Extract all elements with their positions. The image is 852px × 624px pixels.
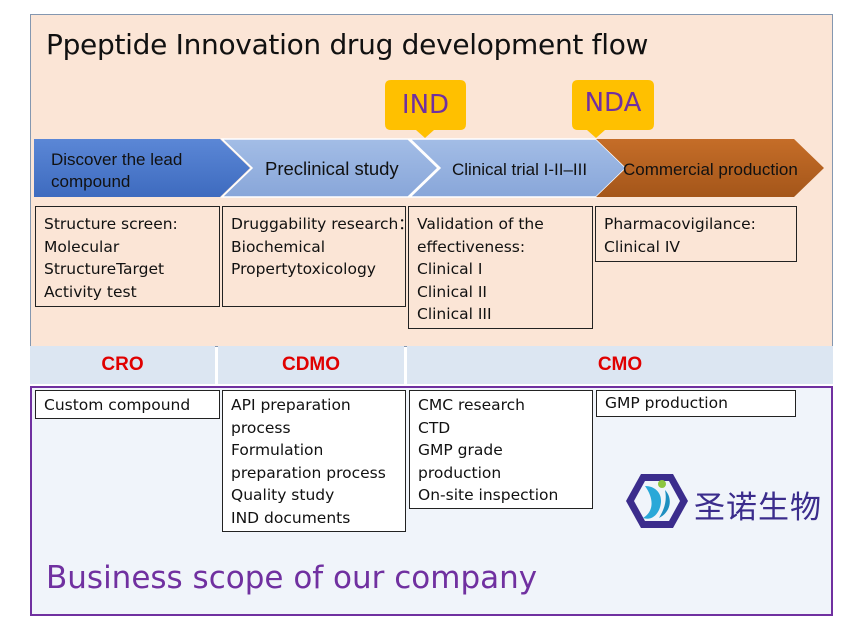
box-line: effectiveness: bbox=[417, 237, 526, 256]
company-logo-text: 圣诺生物 bbox=[694, 490, 822, 526]
box-line: Molecular bbox=[44, 237, 120, 256]
ind-callout: IND bbox=[385, 80, 466, 138]
service-box-cmo: CMC research CTD GMP grade production On… bbox=[409, 390, 593, 509]
box-line: Formulation bbox=[231, 441, 324, 459]
box-line: API preparation bbox=[231, 396, 351, 414]
box-line: GMP production bbox=[605, 394, 728, 412]
box-line: CMC research bbox=[418, 396, 526, 414]
service-box-cdmo: API preparation process Formulation prep… bbox=[222, 390, 406, 532]
box-line: On-site inspection bbox=[418, 486, 559, 504]
stage-label-clinical: Clinical trial I-II–III bbox=[452, 160, 588, 179]
segment-cdmo: CDMO bbox=[218, 346, 404, 384]
stage-label-commercial: Commercial production bbox=[623, 160, 798, 179]
box-line: Biochemical bbox=[231, 237, 326, 256]
box-line: CTD bbox=[418, 418, 451, 437]
callout-shape-icon bbox=[385, 80, 466, 138]
nda-callout: NDA bbox=[572, 80, 654, 138]
stage-arrow-preclinical bbox=[220, 138, 440, 198]
box-line: Custom compound bbox=[44, 396, 191, 414]
page-title: Ppeptide Innovation drug development flo… bbox=[46, 28, 649, 61]
stage-arrow-commercial bbox=[596, 139, 824, 197]
box-line: process bbox=[231, 418, 291, 437]
box-line: Quality study bbox=[231, 486, 335, 504]
stage-label-line: Discover the lead bbox=[51, 150, 183, 169]
box-line: StructureTarget bbox=[44, 260, 165, 278]
box-line: IND documents bbox=[231, 508, 351, 527]
box-line: Propertytoxicology bbox=[231, 260, 376, 278]
ind-callout-label: IND bbox=[401, 90, 450, 120]
stage-label-preclinical: Preclinical study bbox=[265, 158, 399, 179]
stage-box-commercial: Pharmacovigilance: Clinical IV bbox=[595, 206, 797, 262]
hexagon-logo-icon bbox=[626, 474, 688, 528]
callout-shape-icon bbox=[572, 80, 654, 138]
business-scope-title: Business scope of our company bbox=[46, 560, 538, 596]
stage-box-clinical: Validation of the effectiveness: Clinica… bbox=[408, 206, 593, 329]
stage-arrow-discover bbox=[34, 139, 250, 197]
box-line: GMP grade bbox=[418, 441, 503, 459]
box-line: Activity test bbox=[44, 282, 137, 301]
service-box-cro: Custom compound bbox=[35, 390, 220, 419]
stage-label-line: compound bbox=[51, 172, 131, 191]
nda-callout-label: NDA bbox=[584, 88, 642, 118]
box-line: Clinical I bbox=[417, 260, 483, 278]
stage-box-discover: Structure screen: Molecular StructureTar… bbox=[35, 206, 220, 307]
box-line: preparation process bbox=[231, 463, 386, 482]
stage-box-preclinical: Druggability research： Biochemical Prope… bbox=[222, 206, 414, 307]
stage-label-discover: Discover the lead compound bbox=[51, 149, 182, 193]
segment-cmo: CMO bbox=[407, 346, 833, 384]
box-line: Druggability research： bbox=[231, 215, 414, 233]
service-box-gmp: GMP production bbox=[596, 390, 796, 417]
box-line: Pharmacovigilance: bbox=[604, 215, 756, 233]
segment-cro: CRO bbox=[30, 346, 215, 384]
box-line: production bbox=[418, 463, 502, 482]
box-line: Structure screen: bbox=[44, 215, 178, 233]
box-line: Clinical IV bbox=[604, 237, 680, 256]
box-line: Clinical II bbox=[417, 282, 487, 301]
box-line: Clinical III bbox=[417, 305, 492, 323]
box-line: Validation of the bbox=[417, 215, 544, 233]
